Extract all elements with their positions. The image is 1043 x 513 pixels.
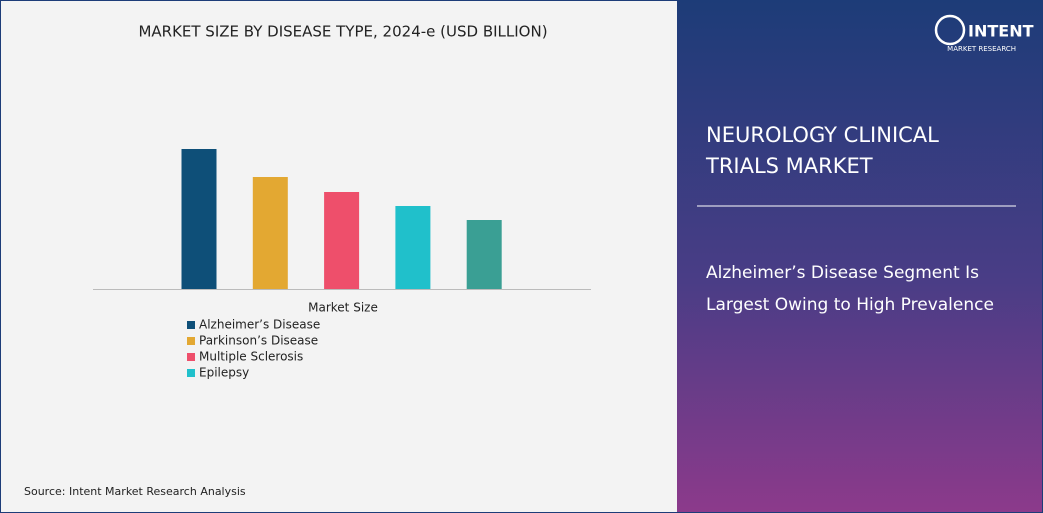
bar bbox=[181, 149, 217, 289]
side-panel bbox=[677, 1, 1042, 512]
legend-label: Multiple Sclerosis bbox=[199, 350, 303, 364]
x-axis-label: Market Size bbox=[308, 301, 378, 315]
logo: INTENT bbox=[968, 22, 1034, 41]
bar bbox=[395, 206, 431, 289]
legend-label: Parkinson’s Disease bbox=[199, 334, 318, 348]
legend-swatch bbox=[187, 369, 195, 377]
chart-title: MARKET SIZE BY DISEASE TYPE, 2024-e (USD… bbox=[138, 23, 547, 41]
bar bbox=[466, 220, 502, 289]
legend-label: Alzheimer’s Disease bbox=[199, 318, 320, 332]
legend-label: Epilepsy bbox=[199, 366, 249, 380]
panel-title: TRIALS MARKET bbox=[705, 154, 873, 178]
bar bbox=[324, 192, 360, 289]
source: Source: Intent Market Research Analysis bbox=[24, 485, 246, 498]
bar bbox=[252, 177, 288, 289]
logo-icon bbox=[934, 14, 966, 46]
panel-text: Largest Owing to High Prevalence bbox=[706, 295, 994, 315]
legend-swatch bbox=[187, 353, 195, 361]
legend-swatch bbox=[187, 321, 195, 329]
legend-swatch bbox=[187, 337, 195, 345]
panel-text: Alzheimer’s Disease Segment Is bbox=[706, 263, 979, 283]
logo-sub: MARKET RESEARCH bbox=[947, 45, 1016, 53]
panel-title: NEUROLOGY CLINICAL bbox=[706, 123, 939, 147]
